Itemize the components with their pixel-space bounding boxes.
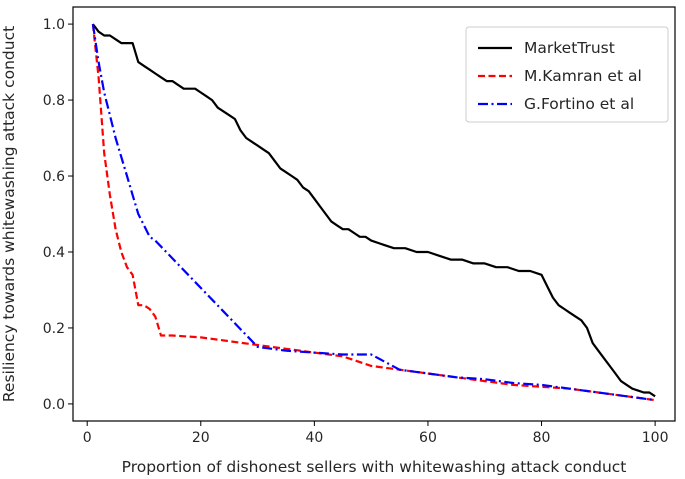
y-tick-label: 0.6: [43, 169, 65, 185]
series-line-0: [92, 23, 656, 398]
x-tick-label: 40: [305, 430, 323, 446]
y-tick-label: 0.2: [43, 321, 65, 337]
x-tick-label: 20: [192, 430, 210, 446]
series-line-1: [91, 23, 656, 402]
x-axis-label: Proportion of dishonest sellers with whi…: [122, 458, 627, 476]
y-tick-label: 0.8: [43, 93, 65, 109]
y-tick-label: 0.0: [43, 397, 65, 413]
x-tick-label: 60: [419, 430, 437, 446]
legend-label-markettrust: MarketTrust: [524, 39, 615, 57]
x-axis: 0 20 40 60 80 100: [83, 421, 669, 446]
y-axis-label: Resiliency towards whitewashing attack c…: [0, 26, 18, 402]
x-tick-label: 80: [533, 430, 551, 446]
series-line-2: [91, 23, 656, 402]
legend-label-kamran: M.Kamran et al: [524, 67, 642, 85]
legend-box: [465, 26, 669, 123]
series-layer: [91, 23, 656, 402]
plot-frame: [72, 6, 676, 422]
y-tick-label: 1.0: [43, 17, 65, 33]
x-tick-label: 100: [642, 430, 669, 446]
y-axis: 0.0 0.2 0.4 0.6 0.8 1.0: [43, 17, 73, 413]
x-tick-label: 0: [83, 430, 92, 446]
y-tick-label: 0.4: [43, 245, 65, 261]
legend: MarketTrust M.Kamran et al G.Fortino et …: [465, 26, 669, 123]
legend-label-fortino: G.Fortino et al: [524, 95, 634, 113]
